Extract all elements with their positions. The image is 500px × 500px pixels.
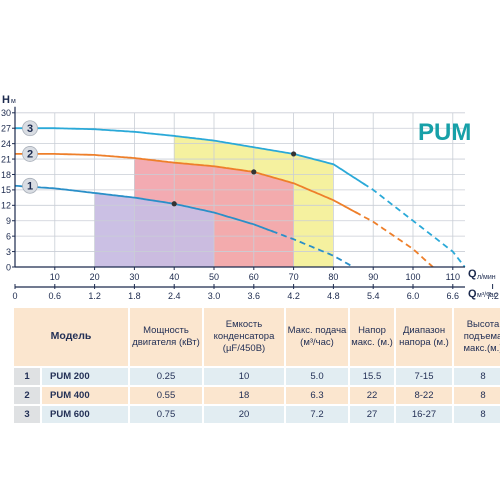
header-capacitor: Емкость конденсатора (µF/450B) [204,308,284,366]
header-flow: Макс. подача (м³/час) [286,308,348,366]
series-2-dashed [354,211,434,268]
table-header-row: Модель Мощность двигателя (кВт) Емкость … [14,308,500,366]
y-tick-label: 9 [6,216,11,226]
series-2-badge-label: 2 [27,149,33,161]
series-3-dashed [362,182,466,268]
table-row: 3 PUM 600 0.75 20 7.2 27 16-27 8 [14,406,500,423]
lift-cell: 8 [454,406,500,423]
y-tick-label: 0 [6,262,11,272]
y-axis-label: H [2,94,10,106]
x2-tick-label: 3.0 [208,291,221,301]
flow-cell: 7.2 [286,406,348,423]
series-3-line [15,127,366,186]
x-tick-label: 30 [129,272,139,282]
x2-tick-label: 1.2 [88,291,101,301]
header-head: Напор макс. (м.) [350,308,394,366]
x2-tick-label: 6.6 [447,291,460,301]
y-tick-label: 24 [1,139,11,149]
power-cell: 0.55 [130,387,202,404]
x-axis-unit: л/мин [477,274,496,281]
y-tick-label: 3 [6,247,11,257]
row-number: 1 [14,368,40,385]
range-cell: 8-22 [396,387,452,404]
lift-cell: 8 [454,368,500,385]
series-1-dashed [271,230,354,268]
x-axis-label: Q [468,268,477,280]
x-tick-label: 70 [289,272,299,282]
x2-tick-label: 3.6 [248,291,261,301]
capacitor-cell: 20 [204,406,284,423]
x-tick-label: 20 [90,272,100,282]
y-tick-label: 6 [6,231,11,241]
series-2-marker [251,169,257,175]
y-tick-label: 15 [1,185,11,195]
x-tick-label: 80 [328,272,338,282]
flow-cell: 6.3 [286,387,348,404]
series-lines: 1 2 3 [14,120,466,268]
x2-tick-label: 5.4 [367,291,380,301]
y-axis-unit: м [11,98,16,105]
series-3-badge [22,120,38,137]
range-cell: 16-27 [396,406,452,423]
range-cell: 7-15 [396,368,452,385]
series-1-marker [171,201,177,207]
row-number: 2 [14,387,40,404]
x2-tick-label: 0.6 [49,291,62,301]
table-row: 2 PUM 400 0.55 18 6.3 22 8-22 8 [14,387,500,404]
series-2-badge [22,146,38,162]
flow-cell: 5.0 [286,368,348,385]
header-model: Модель [14,308,128,366]
series-2-line [15,153,358,214]
y-tick-label: 12 [1,201,11,211]
series-1-badge-label: 1 [27,181,33,193]
x-tick-label: 60 [249,272,259,282]
x2-tick-label: 4.2 [287,291,300,301]
model-name: PUM 400 [42,387,128,404]
head-cell: 22 [350,387,394,404]
chart-grid [15,112,465,267]
series-1-line [14,184,275,233]
x2-tick-label: 4.8 [327,291,340,301]
series-3-badge-label: 3 [27,123,33,135]
series-1-badge [22,177,38,194]
y-tick-label: 21 [1,154,11,164]
x2-tick-label: 6.0 [407,291,420,301]
x2-tick-label: 2.4 [168,291,181,301]
header-power: Мощность двигателя (кВт) [130,308,202,366]
header-range: Диапазон напора (м.) [396,308,452,366]
y-tick-label: 18 [1,170,11,180]
header-lift: Высота подъема макс.(м.) [454,308,500,366]
head-cell: 27 [350,406,394,423]
x2-tick-label: 7.2 [486,291,499,301]
lift-cell: 8 [454,387,500,404]
specs-table: Модель Мощность двигателя (кВт) Емкость … [12,306,500,425]
x2-tick-label: 1.8 [128,291,141,301]
y-tick-label: 30 [1,108,11,118]
power-cell: 0.75 [130,406,202,423]
x-tick-label: 110 [446,272,460,282]
series-3-marker [291,151,297,157]
operating-region-1 [94,193,214,267]
x-tick-label: 100 [405,272,420,282]
row-number: 3 [14,406,40,423]
capacitor-cell: 18 [204,387,284,404]
head-cell: 15.5 [350,368,394,385]
power-cell: 0.25 [130,368,202,385]
x-tick-label: 40 [169,272,179,282]
x-tick-label: 10 [50,272,60,282]
x2-axis-unit: м³/час [477,292,498,299]
x2-tick-label: 0 [12,291,17,301]
model-name: PUM 200 [42,368,128,385]
y-tick-label: 27 [1,124,11,134]
capacitor-cell: 10 [204,368,284,385]
brand-label: PUM [418,119,471,146]
x-tick-label: 90 [368,272,378,282]
x2-axis-label: Q [468,288,477,300]
x-tick-label: 50 [209,272,219,282]
model-name: PUM 600 [42,406,128,423]
table-row: 1 PUM 200 0.25 10 5.0 15.5 7-15 8 [14,368,500,385]
